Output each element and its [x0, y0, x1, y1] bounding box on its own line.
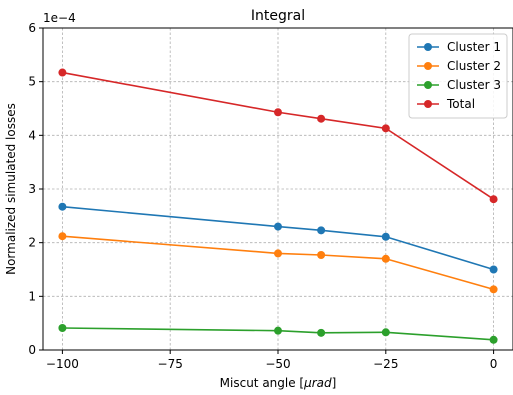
y-tick-label: 4	[28, 128, 36, 142]
data-point	[58, 202, 67, 211]
legend-marker	[424, 62, 432, 70]
data-point	[489, 285, 498, 294]
y-tick-label: 6	[28, 21, 36, 35]
legend-label: Total	[446, 97, 475, 111]
data-point	[58, 68, 67, 77]
legend-label: Cluster 1	[447, 40, 501, 54]
y-tick-label: 1	[28, 289, 36, 303]
data-point	[381, 124, 390, 133]
legend-label: Cluster 2	[447, 59, 501, 73]
y-tick-label: 0	[28, 343, 36, 357]
data-point	[317, 226, 326, 235]
legend-marker	[424, 81, 432, 89]
ticks: −100 −75 −50 −25 0 0 1 2 3 4 5 6	[28, 21, 497, 371]
legend-marker	[424, 43, 432, 51]
x-tick-label: −75	[158, 357, 183, 371]
data-point	[381, 328, 390, 337]
x-axis-label: Miscut angle [μrad]	[220, 376, 337, 390]
data-point	[489, 335, 498, 344]
data-point	[274, 222, 282, 231]
data-point	[274, 249, 282, 258]
data-point	[58, 323, 67, 332]
data-point	[274, 108, 282, 117]
legend-marker	[424, 100, 432, 108]
data-point	[381, 254, 390, 263]
data-point	[489, 265, 498, 274]
data-point	[317, 114, 326, 123]
data-point	[317, 328, 326, 337]
x-tick-label: −25	[373, 357, 398, 371]
x-tick-label: −100	[46, 357, 79, 371]
y-offset-label: 1e−4	[43, 11, 76, 25]
chart-title: Integral	[251, 8, 305, 24]
x-tick-label: −50	[265, 357, 290, 371]
legend: Cluster 1 Cluster 2 Cluster 3 Total	[408, 33, 508, 119]
data-point	[381, 232, 390, 241]
data-point	[58, 232, 67, 241]
y-tick-label: 3	[28, 182, 36, 196]
y-tick-label: 2	[28, 236, 36, 250]
legend-label: Cluster 3	[447, 78, 501, 92]
data-point	[274, 326, 282, 335]
y-axis-label: Normalized simulated losses	[4, 103, 18, 275]
x-tick-label: 0	[490, 357, 498, 371]
y-tick-label: 5	[28, 75, 36, 89]
data-point	[489, 195, 498, 204]
series-layer	[58, 68, 498, 344]
data-point	[317, 251, 326, 260]
legend-box	[408, 33, 508, 119]
